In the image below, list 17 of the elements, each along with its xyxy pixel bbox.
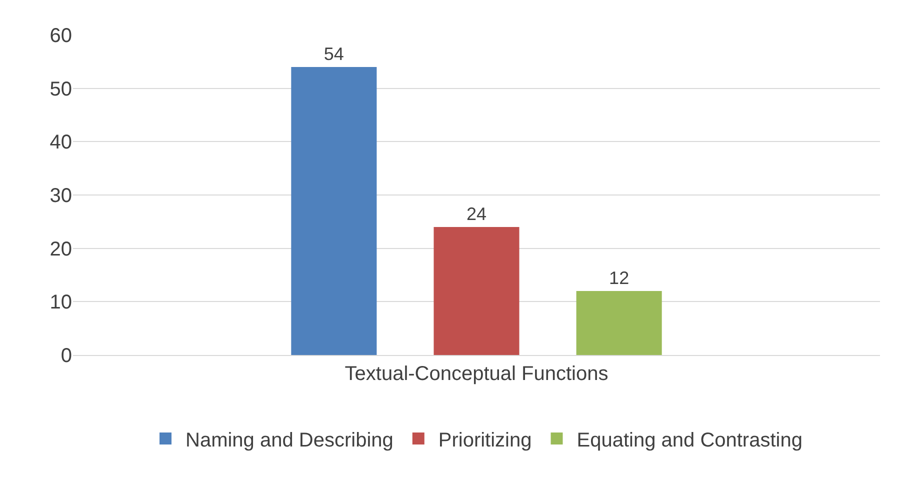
y-tick-label: 10 bbox=[50, 292, 72, 314]
y-tick-label: 40 bbox=[50, 132, 72, 154]
bar bbox=[576, 291, 662, 355]
bar bbox=[434, 227, 520, 355]
y-tick-label: 20 bbox=[50, 238, 72, 260]
bar bbox=[291, 67, 377, 355]
legend-label: Prioritizing bbox=[438, 429, 532, 452]
y-tick-label: 30 bbox=[50, 185, 72, 207]
legend-label: Naming and Describing bbox=[186, 429, 394, 452]
y-tick-label: 60 bbox=[50, 25, 72, 47]
data-label: 54 bbox=[324, 44, 344, 64]
y-tick-label: 50 bbox=[50, 78, 72, 100]
legend-label: Equating and Contrasting bbox=[576, 429, 802, 452]
y-tick-label: 0 bbox=[60, 345, 72, 367]
data-label: 12 bbox=[609, 268, 630, 288]
x-tick-label: Textual-Conceptual Functions bbox=[344, 363, 608, 385]
data-label: 24 bbox=[466, 204, 487, 224]
